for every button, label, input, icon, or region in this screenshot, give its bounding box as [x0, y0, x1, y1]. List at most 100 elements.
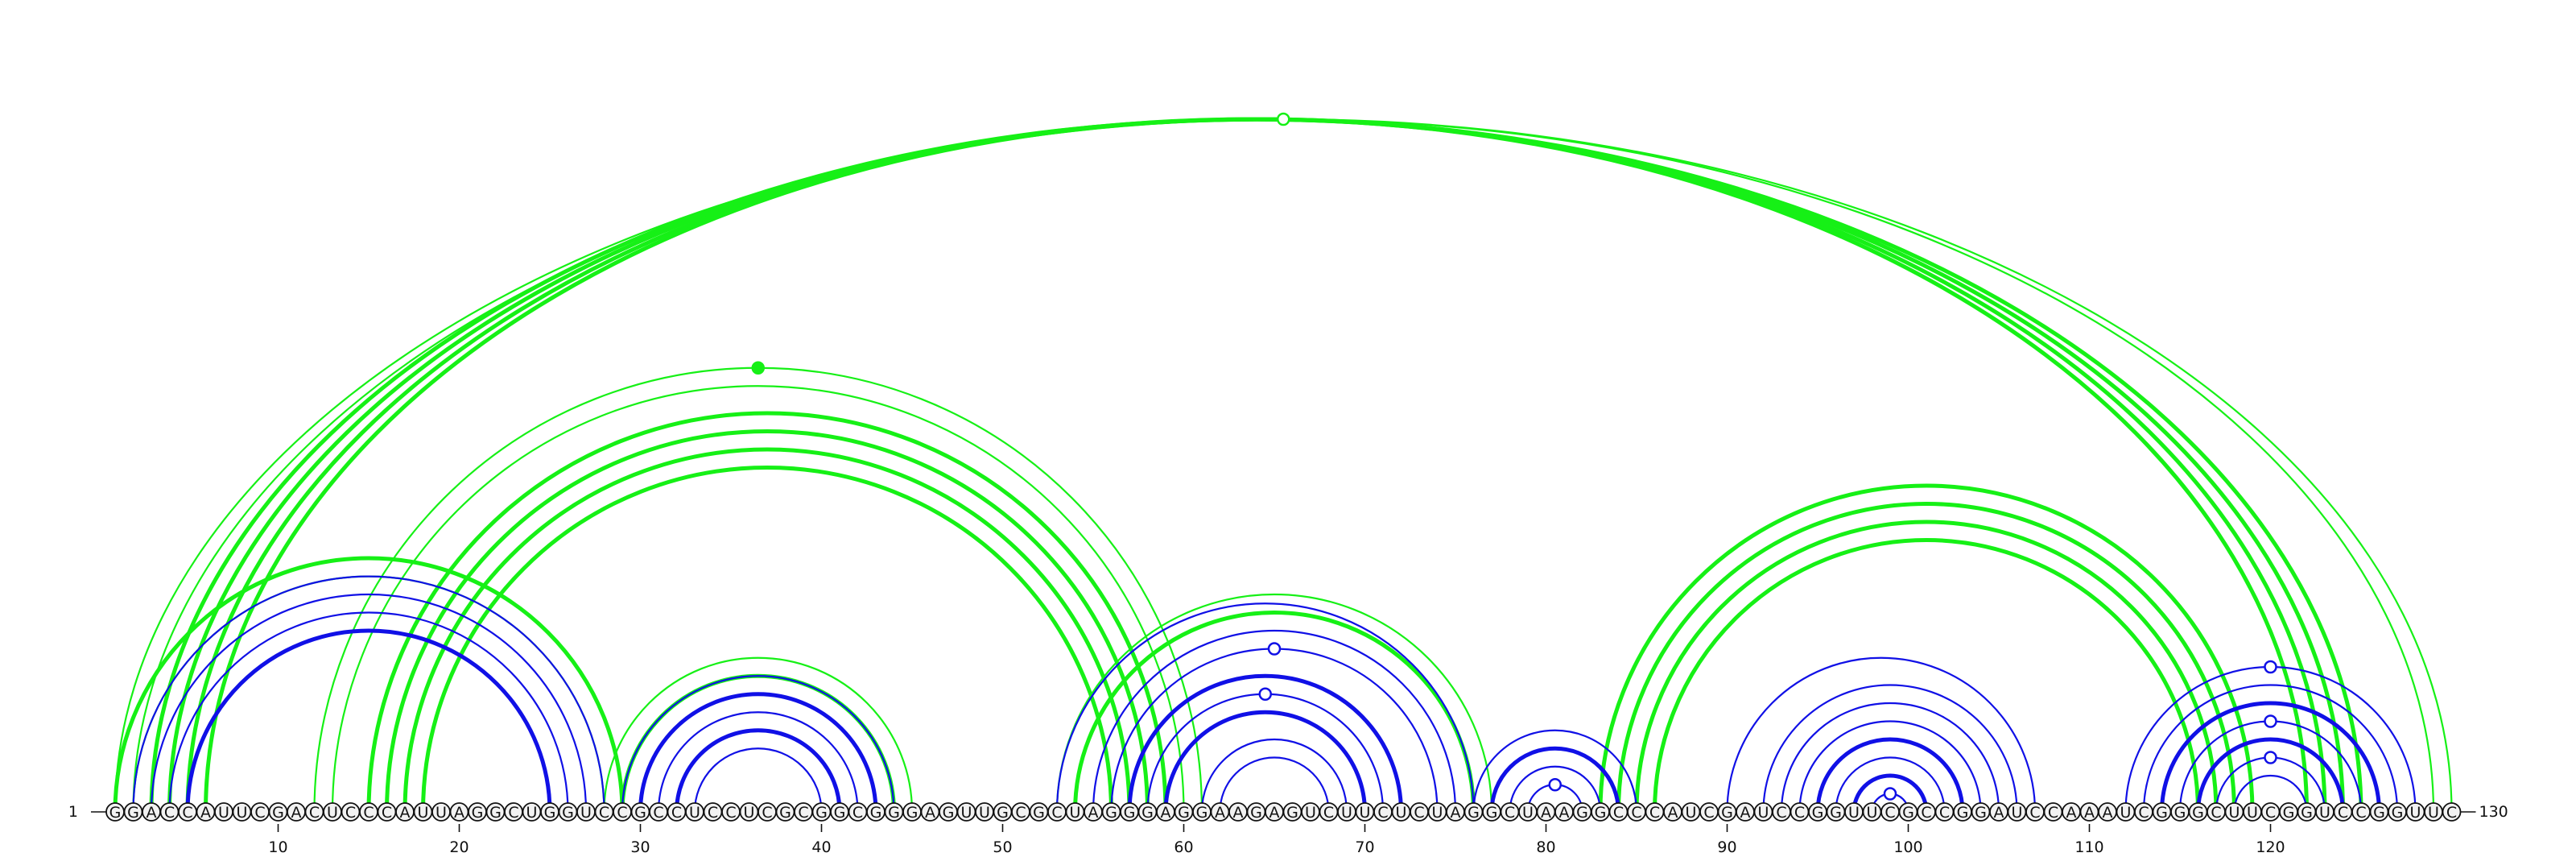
nucleotide: C [2351, 802, 2371, 822]
nucleotide: G [866, 802, 886, 822]
nucleotide: U [1065, 802, 1085, 822]
inner-arc-29-44 [621, 675, 895, 813]
nucleotide-letter: A [2066, 804, 2077, 822]
nucleotide: G [468, 802, 487, 822]
inner-arc-116-124 [2196, 737, 2345, 813]
nucleotide-letter: G [544, 804, 556, 822]
nucleotide: C [721, 802, 741, 822]
nucleotide-letter: G [834, 804, 846, 822]
nucleotide: C [1645, 802, 1665, 822]
nucleotide: A [1554, 802, 1574, 822]
nucleotide-letter: G [272, 804, 284, 822]
nucleotide-letter: U [2410, 804, 2421, 822]
nucleotide: G [811, 802, 832, 822]
nucleotide: C [2333, 802, 2353, 822]
nucleotide-letter: G [1141, 804, 1154, 822]
nucleotide-letter: C [363, 804, 374, 822]
nucleotide: C [1917, 802, 1936, 822]
outer-arc-marker [1277, 112, 1290, 126]
outer-arc-1-130 [114, 118, 2453, 813]
nucleotide: C [1790, 802, 1810, 822]
nucleotide-letter: G [472, 804, 484, 822]
nucleotide-letter: G [1105, 804, 1117, 822]
nucleotide: A [449, 802, 469, 822]
nucleotide-letter: G [870, 804, 882, 822]
nucleotide: G [775, 802, 795, 822]
nucleotide-letter: G [1902, 804, 1914, 822]
position-axis: 10 20 30 40 50 60 70 80 90 100 110 120 [268, 824, 2285, 856]
outer-arc-18-56 [421, 466, 1113, 813]
inner-arc-3-27 [150, 593, 588, 813]
nucleotide-letter: C [1505, 804, 1515, 822]
nucleotide-letter: U [1432, 804, 1443, 822]
nucleotide: U [1355, 802, 1375, 822]
axis-tick-label: 20 [449, 838, 469, 856]
nucleotide: G [884, 802, 904, 822]
nucleotide-letter: U [2120, 804, 2132, 822]
nucleotide-letter: G [888, 804, 900, 822]
inner-arc-marker [2264, 660, 2277, 674]
nucleotide-letter: G [1812, 804, 1824, 822]
nucleotide: G [1463, 802, 1484, 822]
inner-arc-96-102 [1835, 756, 1946, 813]
nucleotide: C [1934, 802, 1955, 822]
nucleotide: A [1989, 802, 2008, 822]
nucleotide: G [1572, 802, 1592, 822]
nucleotide: U [2224, 802, 2244, 822]
nucleotide: G [1898, 802, 1918, 822]
nucleotide-letter: C [2029, 804, 2040, 822]
nucleotide-letter: U [1522, 804, 1534, 822]
nucleotide-letter: U [237, 804, 248, 822]
nucleotide: A [287, 802, 306, 822]
nucleotide: C [758, 802, 777, 822]
nucleotide: C [594, 802, 614, 822]
nucleotide-letter: C [1776, 804, 1786, 822]
outer-arc-15-59 [366, 411, 1168, 813]
nucleotide-letter: G [1124, 804, 1136, 822]
nucleotide-letter: C [508, 804, 518, 822]
inner-arc-97-101 [1852, 773, 1929, 813]
nucleotide-letter: G [109, 804, 122, 822]
inner-arc-90-107 [1726, 656, 2037, 813]
nucleotide: U [1681, 802, 1701, 822]
nucleotide-letter: U [1758, 804, 1769, 822]
nucleotide: C [359, 802, 378, 822]
nucleotide: C [1319, 802, 1339, 822]
inner-arc-marker [1883, 787, 1897, 801]
nucleotide: U [956, 802, 976, 822]
nucleotide: G [1120, 802, 1139, 822]
nucleotide-letter: C [2355, 804, 2366, 822]
nucleotide-letter: C [254, 804, 265, 822]
nucleotide-letter: G [1595, 804, 1607, 822]
nucleotide-letter: C [164, 804, 175, 822]
inner-arc-95-103 [1815, 737, 1965, 813]
axis-tick-label: 30 [630, 838, 650, 856]
nucleotide: C [1410, 802, 1429, 822]
nucleotide-letter: C [1703, 804, 1714, 822]
nucleotide: G [540, 802, 559, 822]
nucleotide-letter: C [1015, 804, 1026, 822]
nucleotide: C [703, 802, 723, 822]
nucleotide-letter: C [2048, 804, 2058, 822]
nucleotide: C [178, 802, 197, 822]
nucleotide-letter: U [689, 804, 700, 822]
nucleotide-letter: A [1451, 804, 1461, 822]
nucleotide: G [2188, 802, 2208, 822]
nucleotide: C [613, 802, 632, 822]
nucleotide-letter: U [1686, 804, 1697, 822]
nucleotide: G [2152, 802, 2172, 822]
nucleotide: G [1826, 802, 1846, 822]
nucleotide-letter: G [2392, 804, 2404, 822]
nucleotide-letter: G [1830, 804, 1842, 822]
nucleotide-letter: C [798, 804, 808, 822]
nucleotide: U [1391, 802, 1411, 822]
nucleotide: C [1880, 802, 1900, 822]
nucleotide: U [739, 802, 759, 822]
nucleotide: U [1301, 802, 1320, 822]
nucleotide: G [2388, 802, 2407, 822]
axis-tick-label: 80 [1536, 838, 1555, 856]
nucleotide-letter: A [1215, 804, 1225, 822]
nucleotide-letter: C [671, 804, 682, 822]
nucleotide-letter: U [1360, 804, 1371, 822]
nucleotide-letter: C [1414, 804, 1424, 822]
